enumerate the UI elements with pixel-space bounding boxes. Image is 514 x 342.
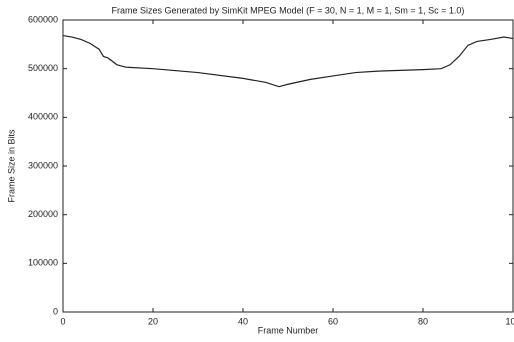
plot-frame: [62, 19, 514, 313]
chart-title: Frame Sizes Generated by SimKit MPEG Mod…: [112, 5, 465, 15]
y-tick-label: 300000: [28, 160, 58, 170]
x-tick-label: 80: [418, 316, 428, 326]
y-tick-label: 100000: [28, 258, 58, 268]
y-tick-label: 0: [53, 306, 58, 316]
y-tick-label: 400000: [28, 112, 58, 122]
x-tick-label: 40: [238, 316, 248, 326]
y-tick-label: 500000: [28, 63, 58, 73]
x-tick-label: 60: [328, 316, 338, 326]
y-tick-label: 600000: [28, 14, 58, 24]
x-axis-label: Frame Number: [258, 325, 319, 335]
x-tick-label: 0: [60, 316, 65, 326]
x-tick-label: 100: [505, 316, 514, 326]
y-tick-label: 200000: [28, 209, 58, 219]
y-axis-label: Frame Size in Bits: [6, 129, 16, 203]
x-tick-label: 20: [148, 316, 158, 326]
data-line: [62, 34, 514, 88]
